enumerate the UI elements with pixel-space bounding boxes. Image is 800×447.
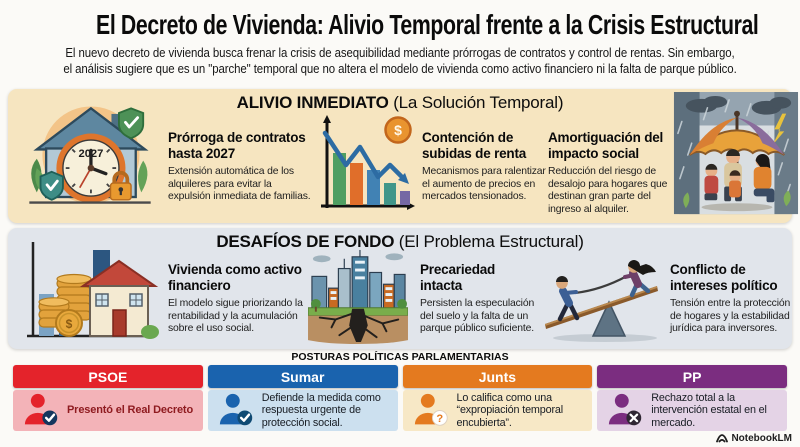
family-figures [704,149,775,203]
woman-figure [623,260,656,298]
fulcrum [591,300,627,337]
bush [141,325,159,339]
coins-house-investment-illustration: $ [27,242,159,339]
party-header: PP [597,365,787,388]
lightning-icon [772,113,787,146]
alivio-item-contencion: Contención de subidas de renta Mecanismo… [422,130,556,204]
item-body: Reducción del riesgo de desalojo para ho… [548,166,668,215]
downward-trend-arrow [322,130,404,180]
city-cracked-ground-illustration [308,249,408,345]
notebooklm-logo-icon [716,434,729,443]
dollar-coin-icon [384,116,412,144]
item-heading: Precariedad intacta [420,262,496,293]
desafios-item-conflicto: Conflicto de intereses político Tensión … [670,262,798,336]
item-heading: Amortiguación del impacto social [548,130,664,161]
plant-sprout [683,192,690,209]
party-header: Junts [402,365,593,388]
party-card-pp: PP Rechazo total a la intervención estat… [597,365,787,431]
alivio-title-bold: ALIVIO INMEDIATO [236,93,389,112]
person-question-icon: ? [414,393,448,426]
clock-hand-second [79,167,92,189]
party-statement: Defiende la medida como respuesta urgent… [261,391,381,429]
item-body: Tensión entre la protección de hogares y… [670,298,791,335]
shield-check-icon [39,170,64,201]
header: El Decreto de Vivienda: Alivio Temporal … [0,0,800,76]
party-body: Presentó el Real Decreto [13,390,203,431]
item-heading: Conflicto de intereses político [670,262,778,293]
item-body: El modelo sigue priorizando la rentabili… [168,298,303,335]
desafios-title-rest: (El Problema Estructural) [394,232,584,251]
person-cross-icon [609,393,642,426]
house-door [112,309,127,337]
storm-clouds [685,95,792,115]
item-heading: Prórroga de contratos hasta 2027 [168,130,306,161]
dollar-sign: $ [394,122,402,138]
section-alivio-inmediato: ALIVIO INMEDIATO (La Solución Temporal) … [8,89,799,223]
item-body: Persisten la especulación del suelo y la… [420,298,535,335]
item-heading: Vivienda como activo financiero [168,262,302,293]
section-desafios-de-fondo: DESAFÍOS DE FONDO (El Problema Estructur… [8,228,792,349]
watermark: NotebookLM [716,432,792,444]
desafios-section-title: DESAFÍOS DE FONDO (El Problema Estructur… [8,232,792,252]
man-figure [556,276,580,322]
alivio-section-title: ALIVIO INMEDIATO (La Solución Temporal) [8,93,792,113]
subtitle-line-1: El nuevo decreto de vivienda busca frena… [65,45,735,60]
party-body: ? Lo califica como una “expropiación tem… [402,390,593,431]
desafios-title-bold: DESAFÍOS DE FONDO [216,232,395,251]
clock-ticks [65,148,117,194]
building-windows [330,260,393,302]
party-statement: Lo califica como una “expropiación tempo… [456,391,564,429]
crack-lines [318,312,400,339]
subtitle-line-2: el análisis sugiere que es un "parche" t… [63,60,737,76]
item-body: Mecanismos para ralentizar el aumento de… [422,166,546,203]
party-card-sumar: Sumar Defiende la medida como respuesta … [207,365,398,431]
desafios-item-activo-financiero: Vivienda como activo financiero El model… [168,262,310,336]
padlock-icon [109,170,132,201]
alivio-title-rest: (La Solución Temporal) [388,93,564,112]
desafios-item-precariedad: Precariedad intacta Persisten la especul… [420,262,540,336]
party-statement: Presentó el Real Decreto [67,404,194,417]
party-body: Defiende la medida como respuesta urgent… [207,390,398,431]
family-umbrella-rain-illustration [673,92,799,215]
subtitle: El nuevo decreto de vivienda busca frena… [0,45,800,76]
party-header: PSOE [13,365,203,388]
party-card-junts: Junts ? Lo califica como una “expropiaci… [402,365,593,431]
person-check-icon [219,393,252,426]
item-body: Extensión automática de los alquileres p… [168,166,311,203]
rope [574,275,628,295]
house-clock-2027-illustration: 2027 [29,106,151,204]
alivio-item-amortiguacion: Amortiguación del impacto social Reducci… [548,130,674,216]
declining-prices-chart-illustration: $ [321,115,415,210]
dollar-sign: $ [66,317,73,331]
party-card-psoe: PSOE Presentó el Real Decreto [13,365,203,431]
tug-of-war-seesaw-illustration [545,260,658,342]
item-heading: Contención de subidas de renta [422,130,527,161]
shield-check-icon [118,107,145,140]
question-mark: ? [436,413,443,425]
person-check-icon [24,393,58,426]
posturas-section-title: POSTURAS POLÍTICAS PARLAMENTARIAS [291,351,509,363]
party-header: Sumar [207,365,398,388]
page-title: El Decreto de Vivienda: Alivio Temporal … [96,9,759,40]
watermark-label: NotebookLM [731,432,792,444]
party-statement: Rechazo total a la intervención estatal … [651,391,767,429]
ground-crack [349,308,368,343]
alivio-item-prorroga: Prórroga de contratos hasta 2027 Extensi… [168,130,314,204]
party-cards: PSOE Presentó el Real Decreto Sumar [13,365,787,431]
party-body: Rechazo total a la intervención estatal … [597,390,787,431]
